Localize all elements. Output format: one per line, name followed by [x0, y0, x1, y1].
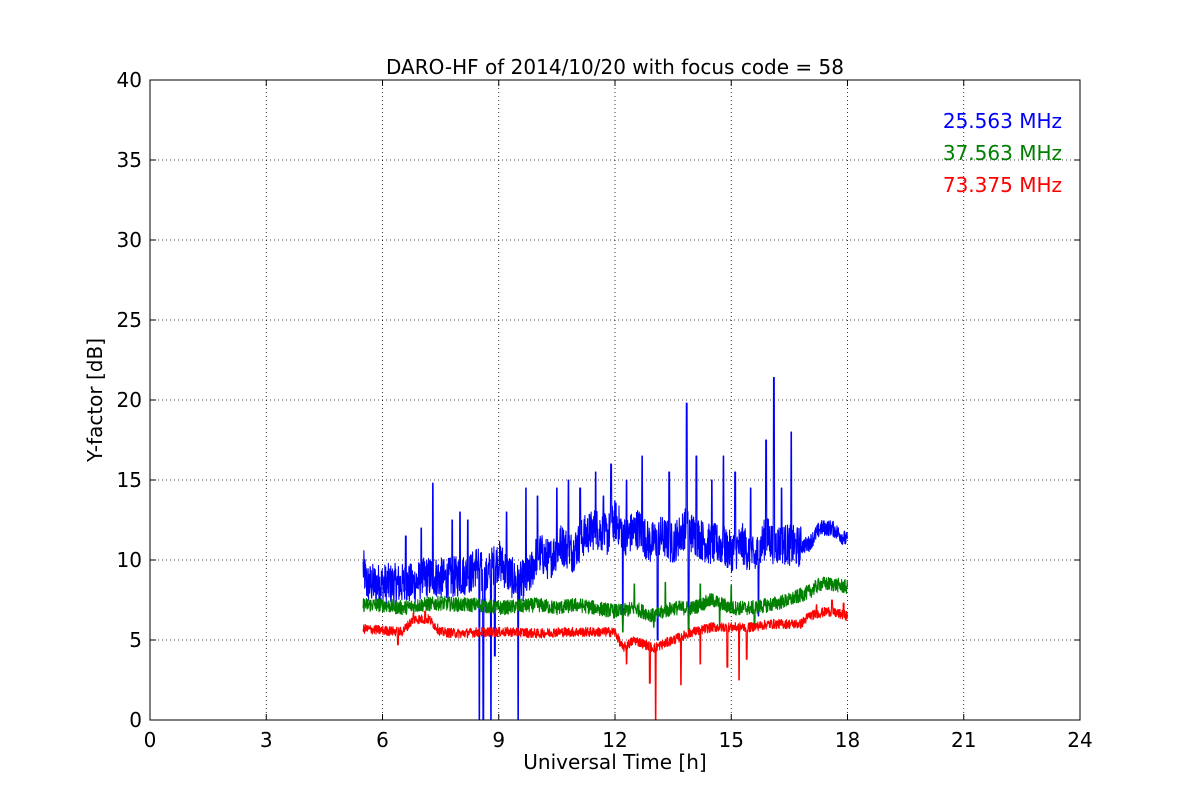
x-tick-label: 3 [260, 728, 273, 752]
x-tick-label: 6 [376, 728, 389, 752]
y-tick-label: 25 [117, 308, 142, 332]
y-tick-label: 10 [117, 548, 142, 572]
x-tick-label: 0 [144, 728, 157, 752]
series-line [362, 576, 849, 633]
legend-entry: 25.563 MHz [943, 109, 1062, 133]
y-tick-label: 15 [117, 468, 142, 492]
series-group [362, 377, 849, 721]
y-tick-label: 35 [117, 148, 142, 172]
series-line [362, 377, 849, 721]
chart-title: DARO-HF of 2014/10/20 with focus code = … [386, 55, 844, 79]
legend-entry: 73.375 MHz [943, 173, 1062, 197]
y-tick-labels: 0 5 10 15 20 25 30 35 40 [117, 68, 142, 732]
x-tick-label: 21 [951, 728, 976, 752]
y-tick-label: 5 [129, 628, 142, 652]
x-axis-label: Universal Time [h] [523, 750, 706, 774]
legend: 25.563 MHz 37.563 MHz 73.375 MHz [943, 109, 1062, 197]
y-tick-label: 30 [117, 228, 142, 252]
x-tick-label: 18 [835, 728, 860, 752]
grid [150, 80, 1080, 720]
y-tick-label: 40 [117, 68, 142, 92]
x-tick-label: 24 [1067, 728, 1092, 752]
legend-entry: 37.563 MHz [943, 141, 1062, 165]
y-tick-label: 20 [117, 388, 142, 412]
x-tick-label: 9 [492, 728, 505, 752]
y-axis-label: Y-factor [dB] [83, 338, 107, 463]
x-tick-label: 15 [719, 728, 744, 752]
plot-frame [149, 79, 1081, 721]
series-line [362, 599, 849, 721]
y-tick-label: 0 [129, 708, 142, 732]
x-tick-label: 12 [602, 728, 627, 752]
x-tick-labels: 0 3 6 9 12 15 18 21 24 [144, 728, 1093, 752]
